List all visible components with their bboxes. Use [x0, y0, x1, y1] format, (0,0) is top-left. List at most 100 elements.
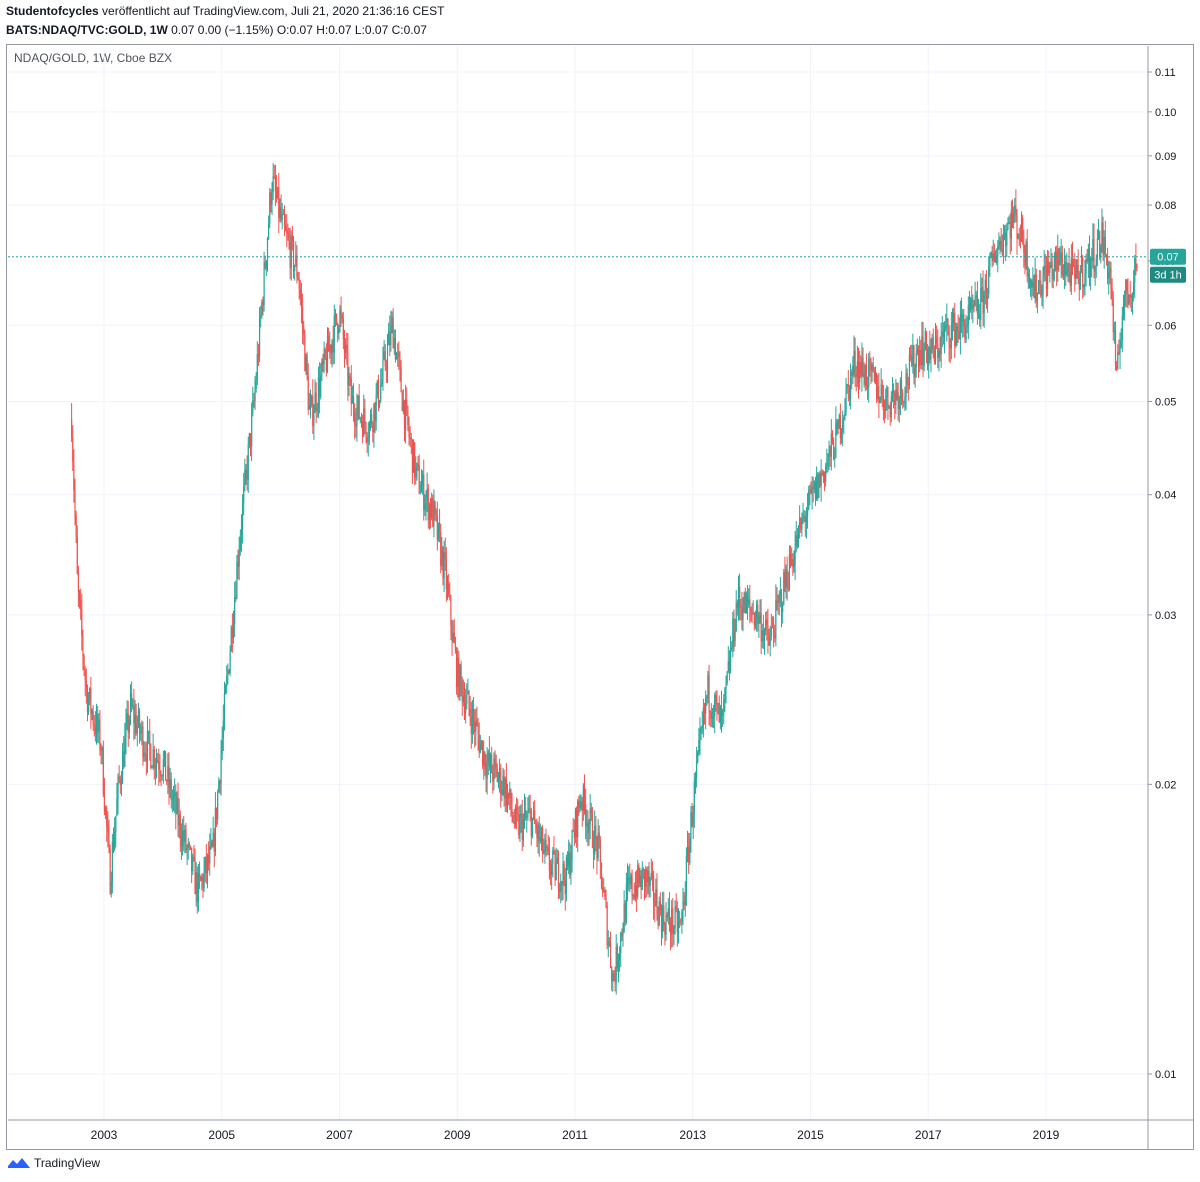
candle-body [640, 875, 642, 890]
candle-body [588, 824, 590, 833]
candle-body [1121, 316, 1123, 341]
candle-body [933, 349, 935, 362]
candle-body [930, 349, 932, 360]
candle-body [525, 810, 527, 818]
candle-body [942, 331, 945, 337]
candle-body [698, 740, 700, 753]
candle-body [737, 586, 740, 608]
candle-body [756, 604, 758, 619]
candle-body [974, 297, 976, 307]
candle-body [1024, 252, 1026, 265]
candle-body [999, 240, 1001, 242]
candle-body [1065, 262, 1067, 276]
candle-body [832, 442, 835, 459]
candle-body [929, 347, 931, 360]
candle-body [697, 752, 699, 763]
candle-body [1022, 217, 1024, 243]
candle-body [331, 340, 333, 354]
candle-body [595, 825, 597, 838]
candle-body [652, 876, 655, 904]
candle-body [655, 888, 657, 906]
candle-body [514, 807, 517, 825]
candle-body [1130, 296, 1132, 299]
candle-body [380, 384, 382, 401]
candle-body [475, 721, 477, 733]
candle-body [686, 846, 689, 856]
candle-body [500, 767, 502, 795]
candle-body [424, 504, 426, 511]
candle-body [1015, 205, 1017, 217]
candle-body [296, 255, 298, 277]
candle-body [74, 490, 76, 515]
candle-body [214, 807, 217, 852]
candle-body [427, 488, 429, 521]
candle-body [206, 855, 209, 873]
candle-body [954, 312, 956, 346]
candle-body [463, 695, 466, 713]
candle-body [504, 778, 506, 799]
candle-body [740, 605, 742, 608]
candle-body [432, 498, 434, 527]
candle-body [390, 324, 392, 345]
candle-body [1070, 257, 1072, 286]
candle-body [112, 842, 115, 850]
candle-body [1014, 205, 1016, 213]
candle-body [917, 349, 920, 367]
candle-body [936, 337, 938, 343]
candle-body [645, 869, 647, 887]
candle-body [120, 783, 123, 785]
candle-body [665, 915, 667, 935]
candle-body [891, 390, 894, 397]
candle-body [839, 414, 841, 438]
candle-body [104, 807, 107, 812]
chart-legend[interactable]: NDAQ/GOLD, 1W, Cboe BZX [14, 51, 173, 65]
candle-body [1044, 265, 1046, 270]
candle-body [980, 288, 982, 320]
candle-body [745, 595, 748, 614]
candle-body [969, 298, 972, 311]
candle-body [635, 885, 638, 897]
ohlc-values: 0.07 0.00 (−1.15%) O:0.07 H:0.07 L:0.07 … [171, 23, 427, 37]
candle-body [547, 846, 549, 851]
author-name[interactable]: Studentofcycles [6, 4, 99, 18]
candle-body [814, 481, 817, 500]
candle-body [186, 848, 188, 851]
candle-body [358, 395, 360, 419]
candle-body [921, 336, 923, 365]
candle-body [643, 869, 646, 887]
candle-body [717, 703, 719, 705]
candle-body [157, 759, 159, 763]
candle-body [786, 569, 788, 588]
candle-body [671, 908, 673, 935]
price-badge-bg [1150, 248, 1186, 265]
candle-body [1086, 259, 1088, 262]
candle-body [766, 619, 768, 625]
footer-brand[interactable]: TradingView [34, 1156, 101, 1170]
candle-body [988, 266, 990, 295]
candle-body [458, 657, 460, 697]
candle-body [946, 318, 948, 326]
candle-body [425, 497, 427, 505]
candle-body [167, 766, 169, 782]
candle-body [750, 607, 752, 612]
candle-body [1134, 258, 1136, 283]
candle-body [793, 565, 795, 568]
candle-body [956, 326, 958, 330]
candle-body [822, 471, 825, 476]
candle-body [1035, 274, 1037, 301]
candle-body [1057, 248, 1059, 271]
candle-body [91, 711, 93, 714]
candle-body [340, 309, 342, 316]
candle-body [416, 463, 418, 467]
candle-body [1017, 233, 1019, 239]
candle-body [1099, 231, 1101, 257]
candle-body [244, 470, 246, 487]
candle-body [300, 298, 303, 308]
candle-body [622, 932, 624, 936]
candle-body [360, 418, 363, 422]
candle-body [154, 765, 157, 769]
candle-body [694, 777, 697, 782]
candle-body [788, 554, 791, 589]
candle-body [348, 376, 350, 386]
